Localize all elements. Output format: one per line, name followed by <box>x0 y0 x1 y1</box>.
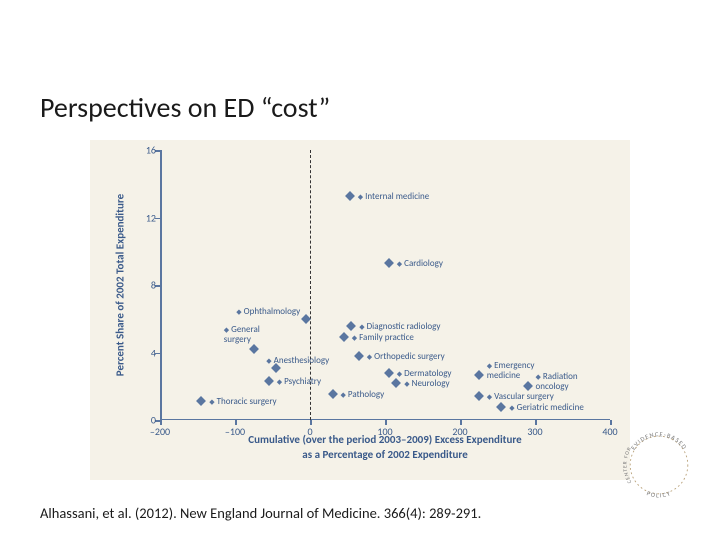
diamond-icon: ◆ <box>359 322 364 331</box>
diamond-icon: ◆ <box>236 307 241 316</box>
data-point <box>384 368 394 378</box>
data-point <box>264 376 274 386</box>
data-point-label: ◆Anesthesiology <box>266 356 329 365</box>
citation-text: Alhassani, et al. (2012). New England Jo… <box>40 504 481 522</box>
data-point <box>249 344 259 354</box>
x-tick-label: –100 <box>225 425 245 438</box>
diamond-icon: ◆ <box>224 325 229 334</box>
y-tick-label: 4 <box>136 346 156 359</box>
plot-area: 0481216–200–1000100200300400◆Internal me… <box>160 150 610 420</box>
data-point-label: ◆Dermatology <box>397 369 452 378</box>
diamond-icon: ◆ <box>341 390 346 399</box>
diamond-icon: ◆ <box>367 352 372 361</box>
svg-text:CENTER FOR: CENTER FOR <box>623 446 634 484</box>
data-point-label: ◆Geriatric medicine <box>509 403 584 412</box>
data-point <box>391 378 401 388</box>
y-tick-label: 16 <box>136 144 156 157</box>
diamond-icon: ◆ <box>358 192 363 201</box>
x-tick-label: 200 <box>452 425 467 438</box>
data-point <box>196 396 206 406</box>
x-axis-title-line2: as a Percentage of 2002 Expenditure <box>302 448 467 461</box>
data-point-label: ◆Cardiology <box>397 259 443 268</box>
data-point <box>384 258 394 268</box>
data-point <box>474 391 484 401</box>
y-axis-line <box>160 150 162 420</box>
y-axis-title: Percent Share of 2002 Total Expenditure <box>114 194 127 376</box>
x-tick-label: 300 <box>527 425 542 438</box>
data-point-label: ◆Thoracic surgery <box>209 397 276 406</box>
data-point-label: ◆Ophthalmology <box>236 307 300 316</box>
diamond-icon: ◆ <box>277 377 282 386</box>
diamond-icon: ◆ <box>487 361 492 370</box>
y-tick-label: 12 <box>136 211 156 224</box>
logo-text-left: CENTER FOR <box>623 446 634 484</box>
data-point-label: ◆Vascular surgery <box>487 392 554 401</box>
data-point <box>523 381 533 391</box>
data-point <box>345 191 355 201</box>
diamond-icon: ◆ <box>397 259 402 268</box>
diamond-icon: ◆ <box>509 403 514 412</box>
diamond-icon: ◆ <box>397 369 402 378</box>
svg-text:POLICY: POLICY <box>646 489 673 499</box>
logo-text-bottom: POLICY <box>646 489 673 499</box>
x-tick-label: 0 <box>307 425 312 438</box>
data-point <box>474 370 484 380</box>
chart-container: Percent Share of 2002 Total Expenditure … <box>90 140 630 480</box>
diamond-icon: ◆ <box>487 392 492 401</box>
data-point-label: ◆Orthopedic surgery <box>367 352 445 361</box>
data-point-label: ◆Psychiatry <box>277 377 321 386</box>
y-tick-label: 8 <box>136 279 156 292</box>
data-point <box>339 332 349 342</box>
data-point-label: ◆Radiationoncology <box>536 372 578 391</box>
x-tick-label: 100 <box>377 425 392 438</box>
diamond-icon: ◆ <box>209 397 214 406</box>
data-point-label: ◆Neurology <box>404 379 449 388</box>
evidence-based-policy-logo: EVIDENCE-BASED POLICY CENTER FOR <box>614 420 704 510</box>
data-point-label: ◆Internal medicine <box>358 192 430 201</box>
data-point-label: ◆Emergencymedicine <box>487 361 535 380</box>
slide-title: Perspectives on ED “cost” <box>40 90 330 125</box>
diamond-icon: ◆ <box>404 379 409 388</box>
data-point-label: ◆Diagnostic radiology <box>359 322 440 331</box>
data-point-label: ◆Family practice <box>352 333 414 342</box>
data-point-label: ◆Generalsurgery <box>224 325 260 344</box>
diamond-icon: ◆ <box>266 356 271 365</box>
svg-text:EVIDENCE-BASED: EVIDENCE-BASED <box>629 430 689 451</box>
diamond-icon: ◆ <box>536 372 541 381</box>
data-point <box>354 351 364 361</box>
logo-text-top: EVIDENCE-BASED <box>629 430 689 451</box>
data-point <box>346 321 356 331</box>
data-point <box>496 402 506 412</box>
x-tick-label: –200 <box>150 425 170 438</box>
data-point <box>328 389 338 399</box>
data-point-label: ◆Pathology <box>341 390 385 399</box>
diamond-icon: ◆ <box>352 333 357 342</box>
